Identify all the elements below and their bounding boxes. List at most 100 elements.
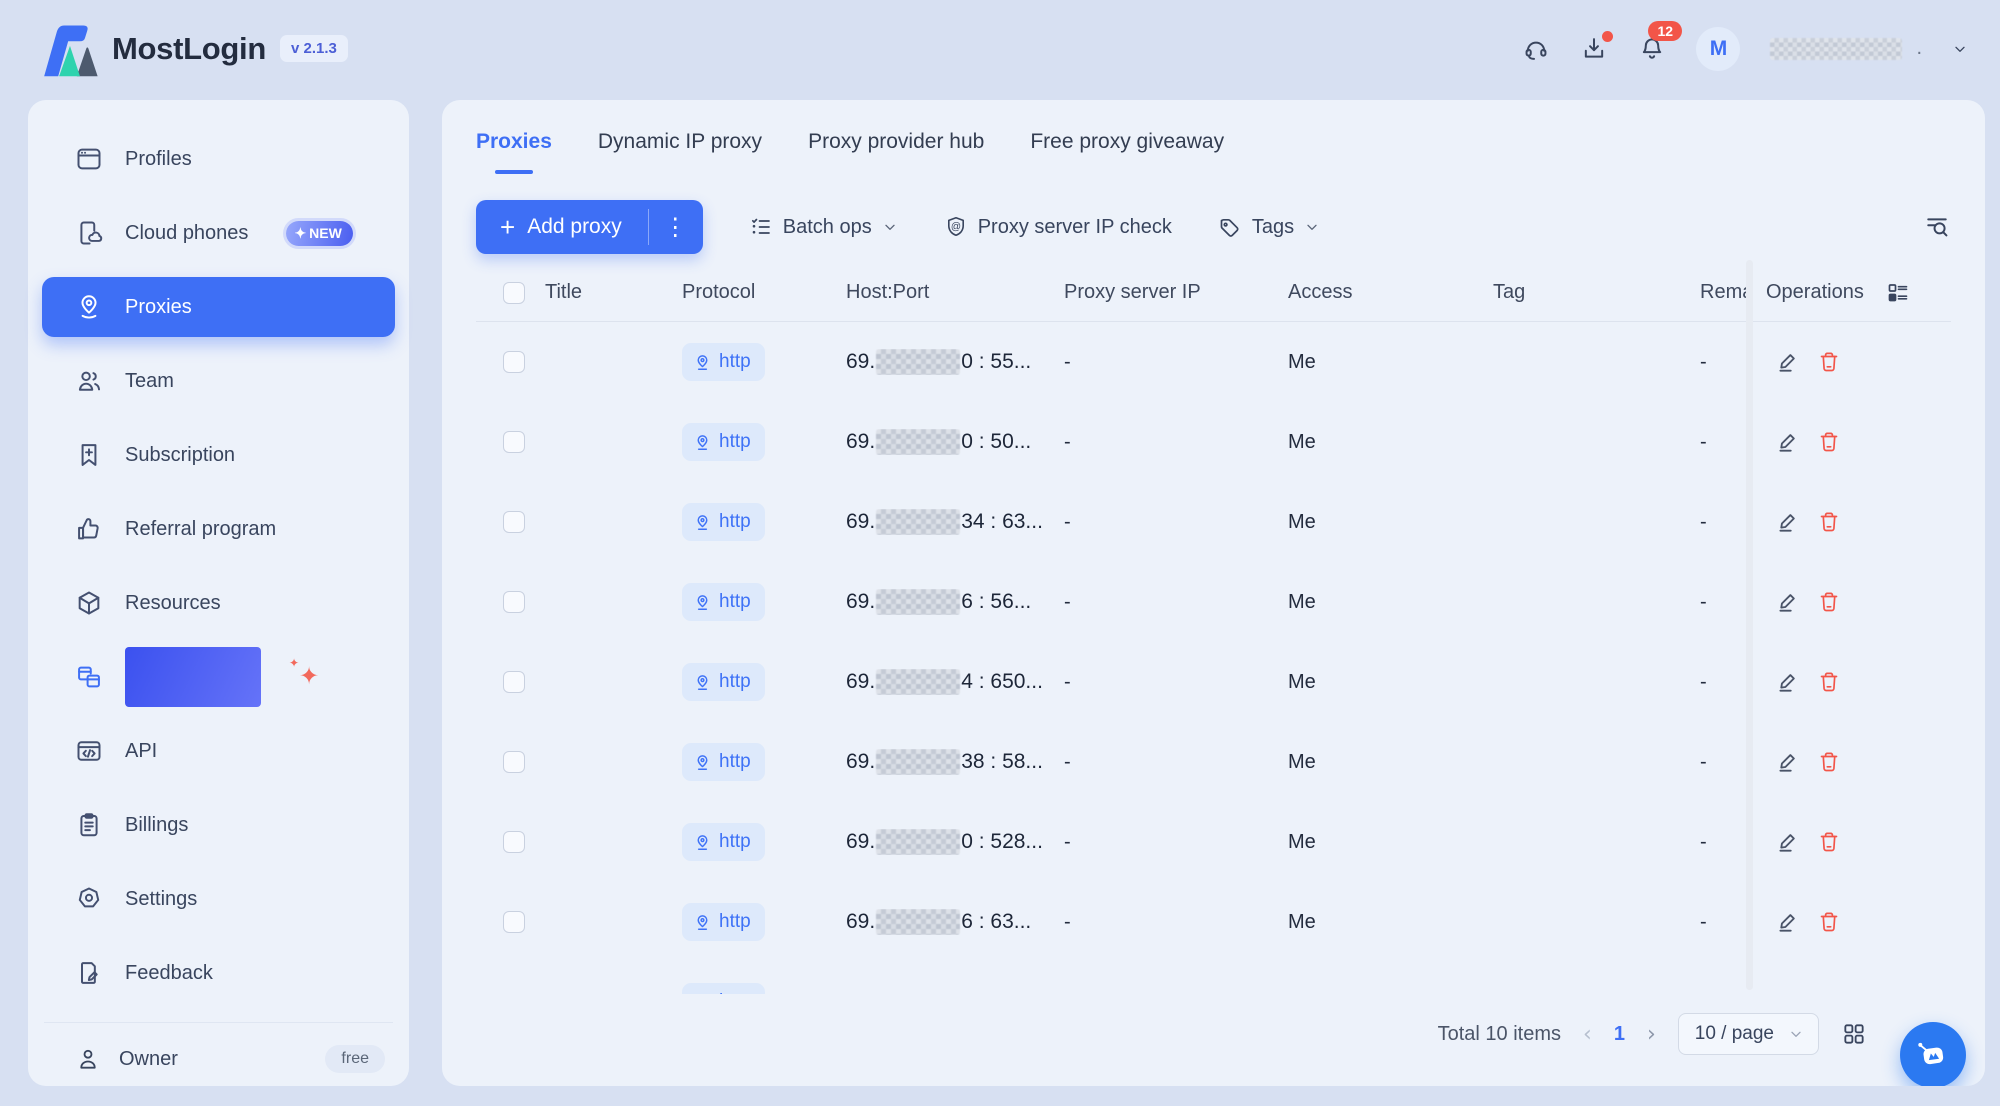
protocol-badge: http xyxy=(682,343,765,381)
edit-icon[interactable] xyxy=(1775,749,1801,775)
column-settings-icon[interactable] xyxy=(1886,281,1910,305)
sidebar-item-api[interactable]: API xyxy=(42,721,395,781)
col-operations: Operations xyxy=(1766,281,1864,303)
edit-icon[interactable] xyxy=(1775,349,1801,375)
proxy-server-ip-cell: - xyxy=(1064,830,1071,853)
page-size-select[interactable]: 10 / page xyxy=(1677,1013,1819,1055)
next-page-button[interactable]: › xyxy=(1646,1021,1656,1047)
select-all-checkbox[interactable] xyxy=(503,281,525,304)
row-checkbox[interactable] xyxy=(503,751,525,773)
proxy-server-ip-cell: - xyxy=(1064,910,1071,933)
row-checkbox[interactable] xyxy=(503,671,525,693)
grid-view-icon[interactable] xyxy=(1841,1021,1867,1047)
sidebar-item-billings[interactable]: Billings xyxy=(42,795,395,855)
col-protocol: Protocol xyxy=(682,281,756,303)
tab-proxies[interactable]: Proxies xyxy=(476,130,552,158)
sidebar-item-referral-program[interactable]: Referral program xyxy=(42,499,395,559)
sidebar-item-profiles[interactable]: Profiles xyxy=(42,129,395,189)
redacted-label-block xyxy=(125,647,261,707)
chevron-down-icon xyxy=(1791,1031,1801,1037)
row-checkbox[interactable] xyxy=(503,431,525,453)
table-body-rows: http 69. 0 : 55... - Me - xyxy=(476,322,1951,962)
row-checkbox[interactable] xyxy=(503,351,525,373)
proxy-server-ip-cell: - xyxy=(1064,430,1071,453)
chevron-down-icon[interactable] xyxy=(1952,41,1968,57)
host-redacted-block xyxy=(876,909,961,935)
protocol-badge: http xyxy=(682,903,765,941)
version-badge: v 2.1.3 xyxy=(279,35,348,62)
edit-icon[interactable] xyxy=(1775,429,1801,455)
proxy-server-ip-cell: - xyxy=(1064,670,1071,693)
pin-icon xyxy=(697,914,708,930)
sidebar-item-resources[interactable]: Resources xyxy=(42,573,395,633)
col-access: Access xyxy=(1288,281,1353,303)
sparkle-decoration-icon: ✦ ✦ xyxy=(289,656,320,690)
edit-icon[interactable] xyxy=(1775,909,1801,935)
table-row: http 69. 6 : 56... - Me - xyxy=(476,562,1951,642)
tab-dynamic-ip-proxy[interactable]: Dynamic IP proxy xyxy=(597,130,763,153)
host-redacted-block xyxy=(876,429,961,455)
sidebar-item-feedback[interactable]: Feedback xyxy=(42,943,395,1003)
download-button[interactable] xyxy=(1580,30,1614,63)
assistant-float-button[interactable] xyxy=(1900,1022,1966,1086)
sidebar-item-team[interactable]: Team xyxy=(42,351,395,411)
pin-icon xyxy=(694,994,711,995)
trash-icon[interactable] xyxy=(1817,830,1841,854)
app-title: MostLogin xyxy=(112,30,266,66)
tab-free-proxy-giveaway[interactable]: Free proxy giveaway xyxy=(1030,130,1225,153)
svg-text:@: @ xyxy=(951,222,961,233)
table-scrollbar-track[interactable] xyxy=(1746,260,1753,990)
current-page[interactable]: 1 xyxy=(1613,1022,1625,1045)
table-row: http 69. 0 : 50... - Me - xyxy=(476,402,1951,482)
trash-icon[interactable] xyxy=(1817,510,1841,534)
access-cell: Me xyxy=(1288,830,1316,853)
trash-icon[interactable] xyxy=(1817,910,1841,934)
host-port-cell: 69. 38 : 58... xyxy=(846,749,1043,775)
new-badge: ✦ NEW xyxy=(286,220,353,246)
settings-icon xyxy=(78,887,100,908)
trash-icon[interactable] xyxy=(1817,430,1841,454)
edit-icon[interactable] xyxy=(1775,669,1801,695)
row-checkbox[interactable] xyxy=(503,911,525,933)
add-proxy-more-button[interactable]: ⋮ xyxy=(649,200,703,254)
thumbs-up-icon xyxy=(78,518,99,540)
table-row: http 69. 34 : 63... - Me - xyxy=(476,482,1951,562)
host-redacted-block xyxy=(876,749,961,775)
tags-filter-button[interactable]: Tags xyxy=(1218,215,1320,239)
edit-icon[interactable] xyxy=(1775,509,1801,535)
access-cell: Me xyxy=(1288,590,1316,613)
sidebar-item-label: Profiles xyxy=(125,147,192,170)
sidebar-item-redacted[interactable]: ✦ ✦ xyxy=(42,647,395,707)
trash-icon[interactable] xyxy=(1817,590,1841,614)
add-proxy-button[interactable]: + Add proxy xyxy=(500,212,622,242)
trash-icon[interactable] xyxy=(1817,670,1841,694)
remarks-cell: - xyxy=(1700,750,1707,773)
search-list-icon[interactable] xyxy=(1923,213,1951,241)
edit-icon[interactable] xyxy=(1775,589,1801,615)
top-header: MostLogin v 2.1.3 12 M . xyxy=(0,0,2000,97)
row-checkbox[interactable] xyxy=(503,591,525,613)
robot-icon xyxy=(1918,1042,1944,1065)
support-button[interactable] xyxy=(1522,35,1550,63)
sidebar-item-cloud-phones[interactable]: Cloud phones ✦ NEW xyxy=(42,203,395,263)
sparkle-icon: ✦ xyxy=(294,224,307,241)
sidebar-item-subscription[interactable]: Subscription xyxy=(42,425,395,485)
row-checkbox[interactable] xyxy=(503,511,525,533)
batch-ops-button[interactable]: Batch ops xyxy=(749,215,898,239)
trash-icon[interactable] xyxy=(1817,750,1841,774)
chevron-down-icon xyxy=(1307,224,1317,230)
edit-icon[interactable] xyxy=(1775,829,1801,855)
avatar[interactable]: M xyxy=(1696,26,1741,71)
proxy-ip-check-button[interactable]: @ Proxy server IP check xyxy=(944,215,1172,239)
row-checkbox[interactable] xyxy=(503,831,525,853)
protocol-badge: http xyxy=(682,663,765,701)
sidebar-item-settings[interactable]: Settings xyxy=(42,869,395,929)
trash-icon[interactable] xyxy=(1817,350,1841,374)
table-row: http 69. 0 : 528... - Me - xyxy=(476,802,1951,882)
tab-proxy-provider-hub[interactable]: Proxy provider hub xyxy=(808,130,985,153)
notifications-button[interactable]: 12 xyxy=(1638,20,1683,63)
host-redacted-block xyxy=(876,349,961,375)
owner-row[interactable]: Owner free xyxy=(28,1023,409,1095)
prev-page-button[interactable]: ‹ xyxy=(1583,1021,1592,1047)
sidebar-item-proxies[interactable]: Proxies xyxy=(42,277,395,337)
